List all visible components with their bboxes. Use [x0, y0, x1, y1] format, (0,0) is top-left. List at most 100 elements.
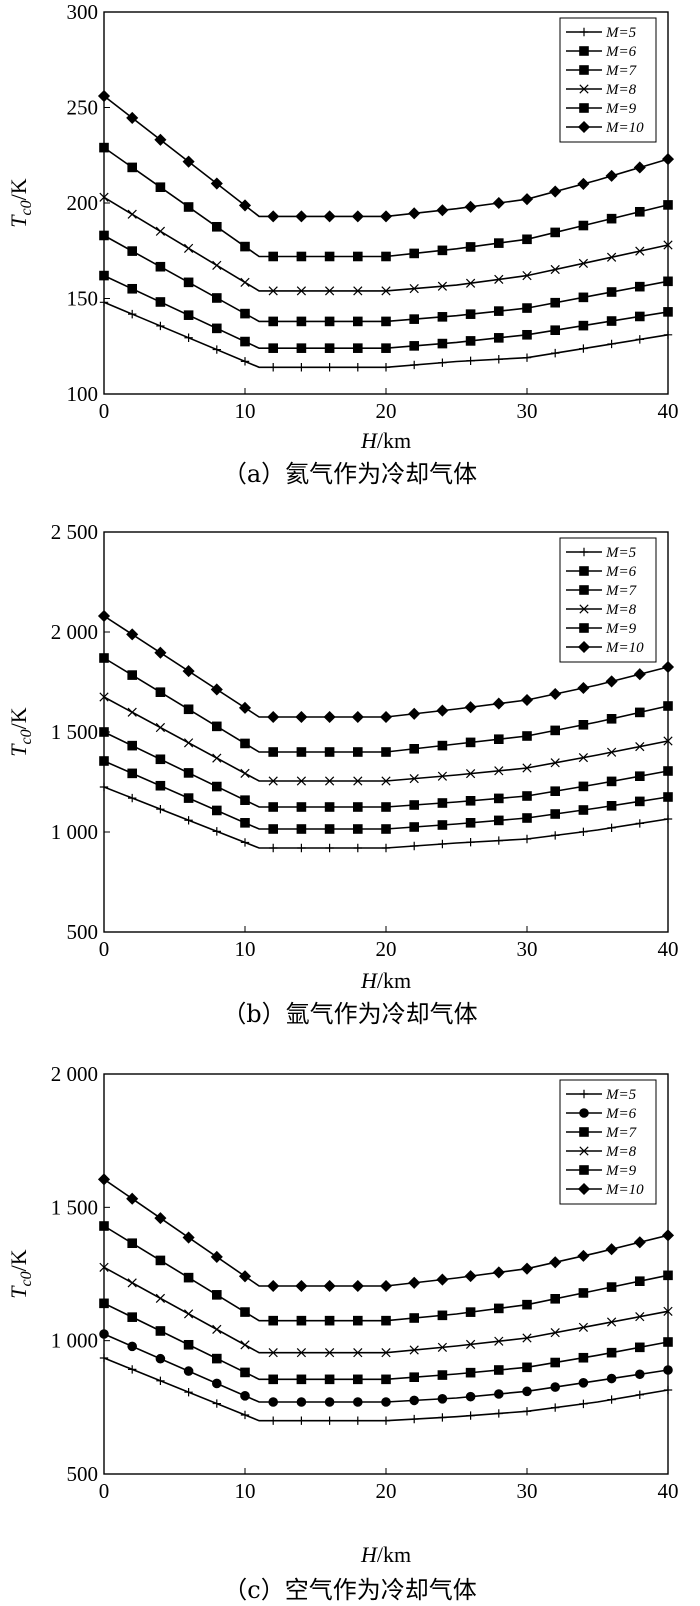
series-line — [103, 1178, 669, 1287]
data-point — [579, 1399, 588, 1409]
data-point — [183, 310, 194, 320]
x-tick-label: 0 — [99, 937, 110, 961]
figure-caption: （a）氦气作为冷却气体 — [223, 460, 477, 488]
series-M=8 — [99, 692, 673, 786]
data-point — [465, 242, 476, 252]
data-point — [409, 822, 419, 832]
data-point — [549, 185, 562, 198]
legend-box — [559, 1079, 657, 1205]
data-point — [268, 1315, 278, 1326]
data-point — [210, 177, 223, 190]
data-point — [128, 793, 137, 803]
data-point — [99, 692, 109, 702]
data-point — [379, 1279, 393, 1293]
data-point — [494, 734, 504, 744]
data-point — [212, 323, 222, 334]
data-point — [99, 1329, 109, 1339]
legend-marker — [579, 103, 589, 113]
data-point — [438, 839, 447, 849]
data-point — [663, 1337, 673, 1347]
data-point — [267, 1279, 280, 1293]
data-point — [267, 710, 280, 724]
data-point — [634, 311, 645, 322]
series-line — [103, 1225, 669, 1322]
y-tick-label: 1 500 — [51, 720, 98, 744]
data-point — [127, 283, 137, 294]
figure-caption: （b）氩气作为冷却气体 — [222, 1000, 477, 1028]
data-point — [99, 230, 109, 241]
x-axis-label: H/km — [360, 1542, 411, 1567]
data-point — [183, 1272, 194, 1283]
legend-label: M=5 — [605, 25, 637, 41]
data-point — [267, 210, 280, 223]
data-point — [465, 1391, 476, 1402]
data-point — [522, 791, 532, 801]
data-point — [97, 1173, 111, 1186]
data-point — [325, 843, 334, 853]
x-axis-label: H/km — [360, 968, 411, 993]
series-line — [103, 760, 669, 830]
series-line — [103, 234, 669, 323]
data-point — [240, 1340, 250, 1350]
data-point — [436, 1273, 449, 1286]
y-axis-label: Tc0/K — [6, 707, 35, 756]
data-point — [522, 270, 532, 281]
series-M=7 — [99, 1298, 673, 1385]
data-point — [550, 325, 560, 336]
data-point — [466, 1411, 475, 1420]
legend-label: M=10 — [605, 120, 644, 136]
legend-label: M=10 — [605, 640, 644, 656]
data-point — [127, 740, 137, 751]
data-point — [663, 240, 673, 250]
data-point — [296, 286, 307, 296]
data-point — [324, 1397, 335, 1407]
data-point — [296, 802, 307, 812]
data-point — [99, 653, 109, 663]
data-point — [154, 1212, 167, 1225]
series-M=5 — [99, 782, 673, 853]
y-tick-label: 1 000 — [51, 820, 98, 844]
data-point — [127, 1278, 137, 1288]
data-point — [635, 335, 644, 344]
y-tick-label: 200 — [67, 191, 99, 215]
data-point — [634, 707, 645, 718]
y-axis-label-unit: /K — [6, 1249, 31, 1271]
data-point — [606, 801, 617, 811]
legend-marker — [579, 566, 589, 576]
y-tick-label: 100 — [67, 382, 99, 406]
data-point — [126, 1192, 139, 1205]
data-point — [522, 1299, 532, 1310]
legend-label: M=9 — [605, 1163, 637, 1179]
data-point — [156, 321, 165, 331]
data-point — [551, 1403, 560, 1412]
y-axis-label-var: T — [6, 214, 31, 228]
data-point — [155, 226, 166, 236]
data-point — [268, 1397, 278, 1407]
data-point — [155, 1255, 166, 1266]
data-point — [465, 737, 476, 748]
data-point — [410, 1414, 419, 1424]
data-point — [212, 721, 222, 732]
data-point — [128, 309, 137, 319]
data-point — [409, 1345, 419, 1355]
data-point — [353, 1374, 363, 1385]
data-point — [607, 339, 616, 349]
x-tick-label: 10 — [235, 1479, 256, 1503]
data-point — [663, 307, 673, 317]
data-point — [550, 786, 560, 796]
data-point — [550, 1357, 560, 1368]
data-point — [323, 710, 336, 724]
data-point — [494, 836, 503, 845]
y-tick-label: 500 — [67, 920, 99, 944]
y-tick-label: 2 000 — [51, 620, 98, 644]
data-point — [465, 818, 476, 828]
data-point — [437, 312, 448, 322]
data-point — [606, 316, 617, 326]
data-point — [156, 1376, 165, 1385]
legend-label: M=6 — [605, 44, 637, 60]
data-point — [381, 1416, 391, 1425]
data-point — [183, 277, 194, 288]
data-point — [663, 200, 673, 210]
data-point — [154, 646, 167, 659]
